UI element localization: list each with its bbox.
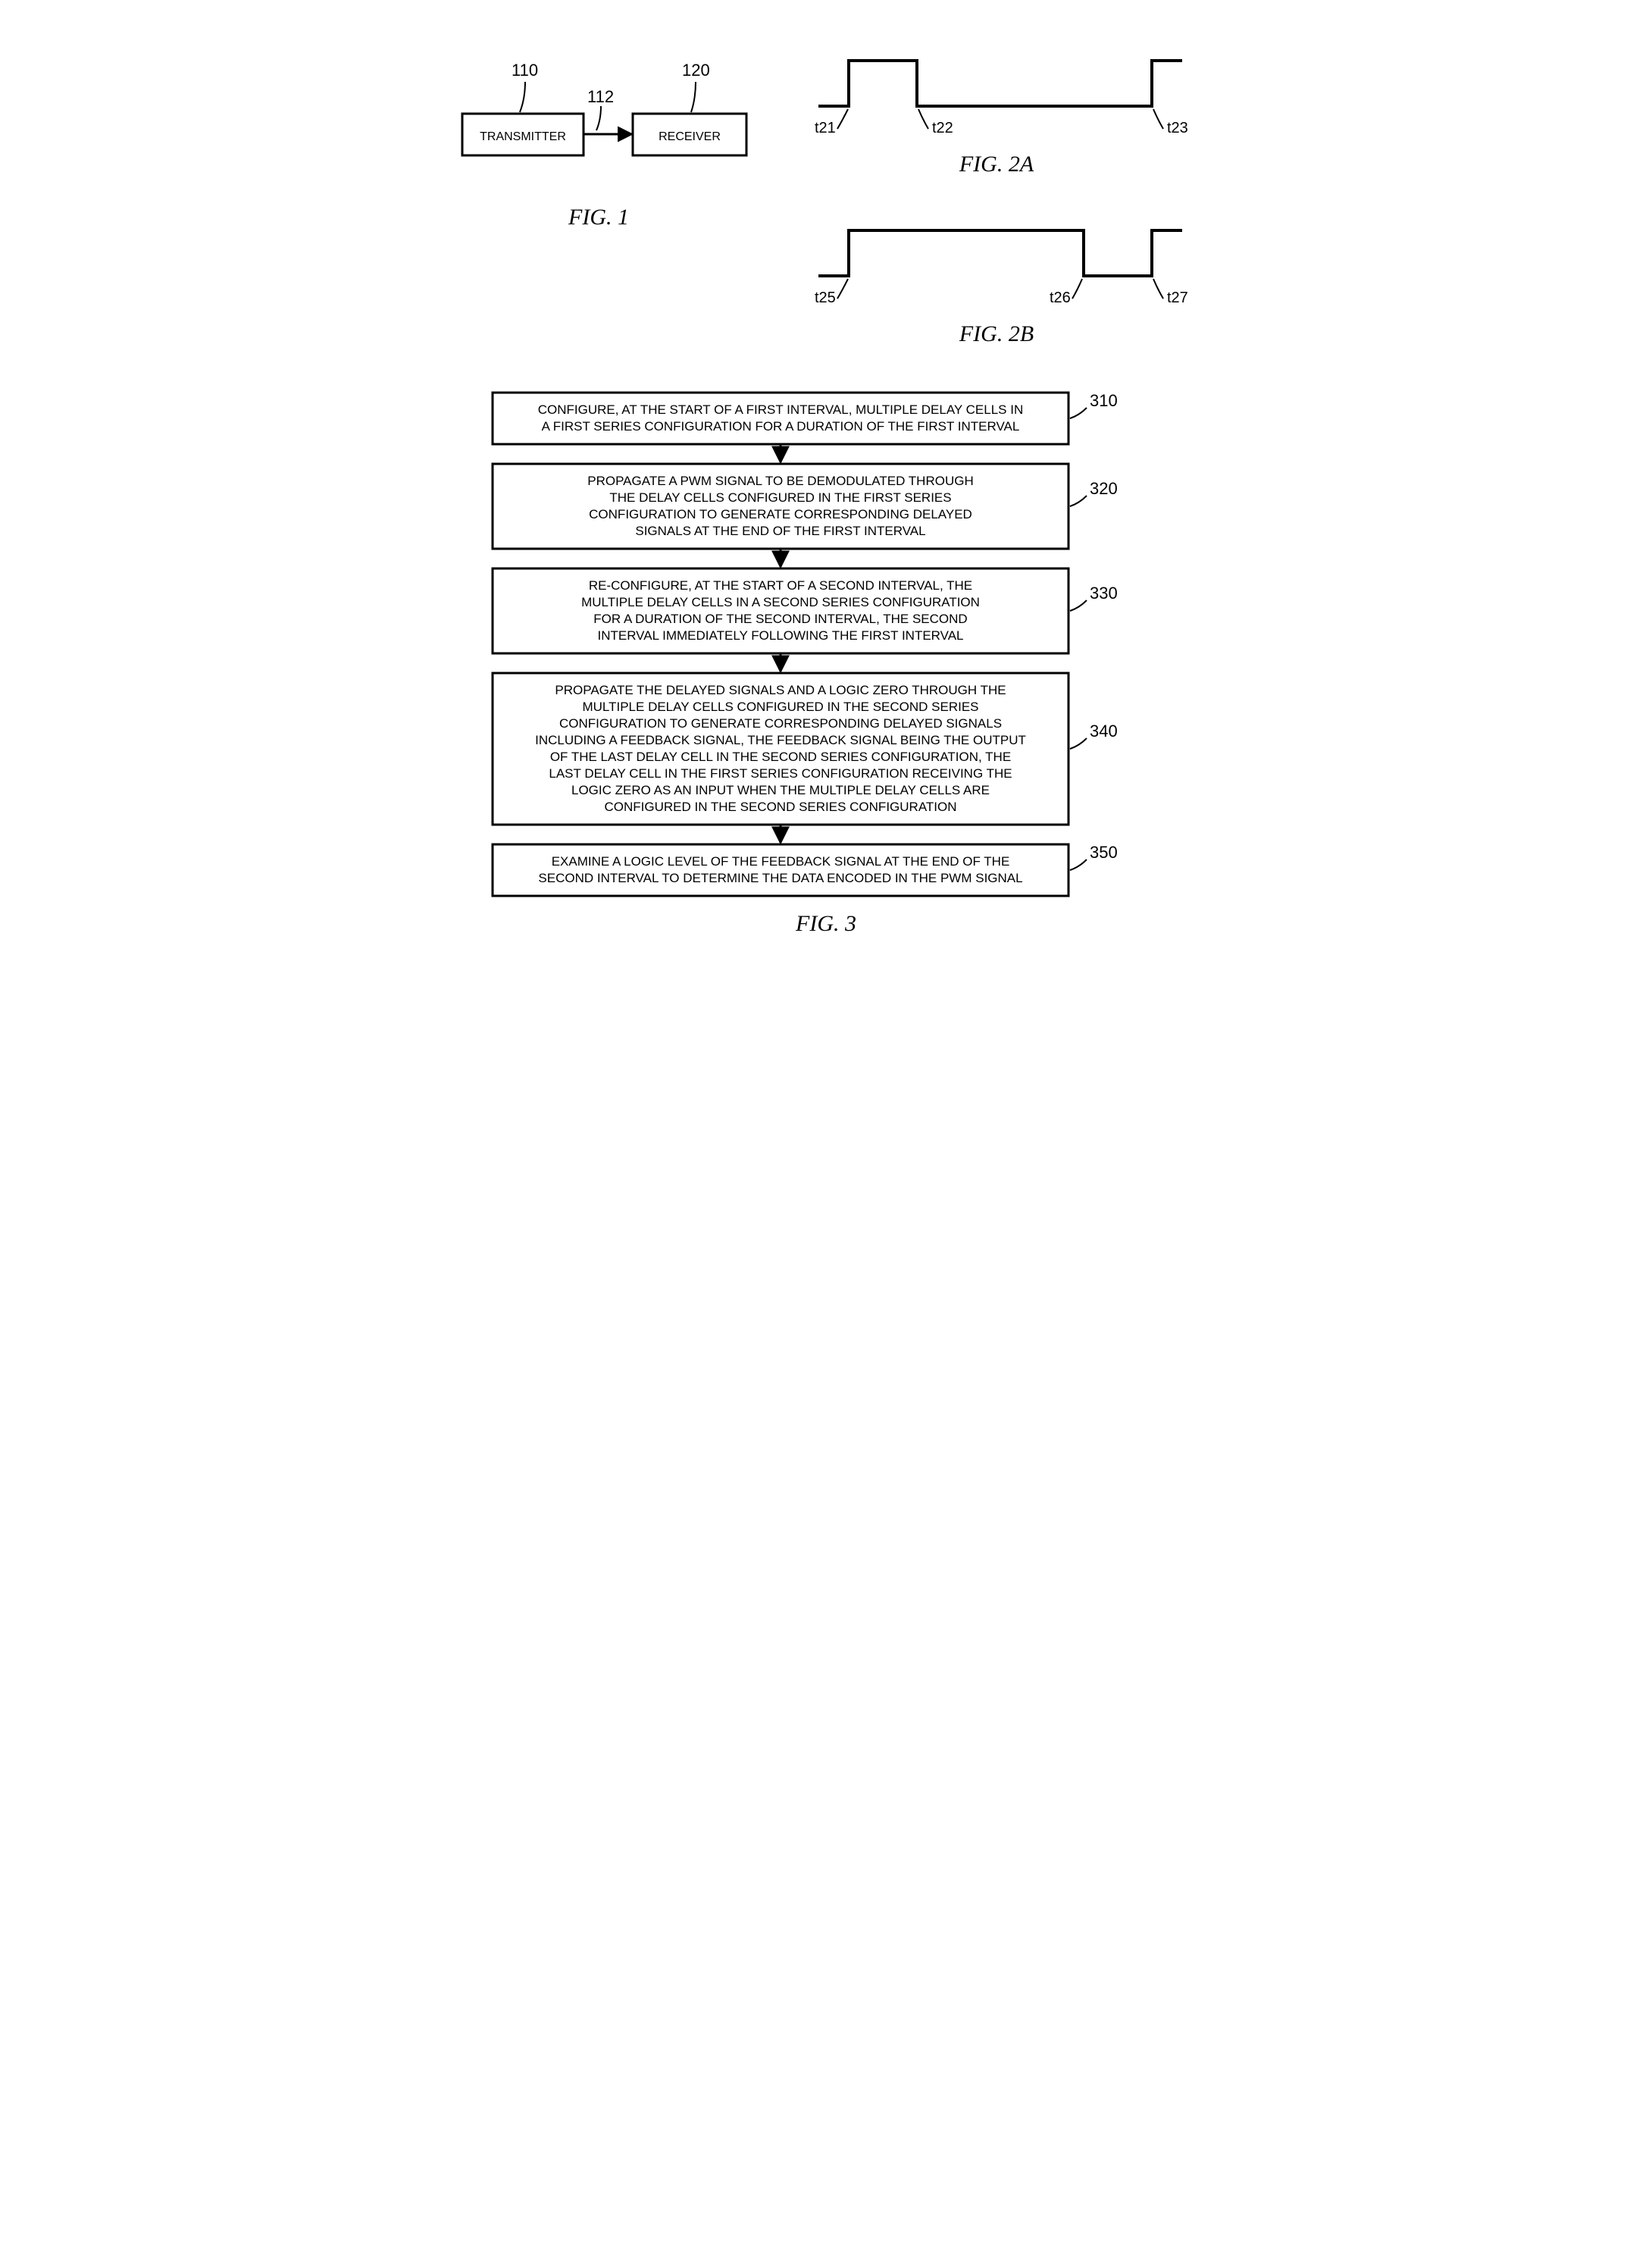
fig2a-svg: t21 t22 t23 <box>781 30 1205 152</box>
fig2a-label: FIG. 2A <box>781 152 1212 177</box>
t27-leader <box>1153 279 1163 299</box>
flow-step-320-line-0: PROPAGATE A PWM SIGNAL TO BE DEMODULATED… <box>587 474 973 488</box>
ref-120: 120 <box>682 61 710 80</box>
fig1-label: FIG. 1 <box>440 205 758 230</box>
flow-step-320-line-2: CONFIGURATION TO GENERATE CORRESPONDING … <box>589 507 972 521</box>
t21-leader <box>837 109 848 129</box>
ref-320-leader <box>1070 496 1087 506</box>
fig2b-svg: t25 t26 t27 <box>781 193 1205 321</box>
fig2b-label: FIG. 2B <box>781 321 1212 347</box>
ref-320: 320 <box>1090 479 1118 498</box>
fig1-container: TRANSMITTER RECEIVER 110 112 120 FIG. 1 <box>440 30 758 230</box>
transmitter-label: TRANSMITTER <box>480 130 566 143</box>
ref-330: 330 <box>1090 584 1118 603</box>
receiver-label: RECEIVER <box>659 130 721 143</box>
ref-310-leader <box>1070 408 1087 418</box>
ref-110: 110 <box>512 61 538 80</box>
fig3-label: FIG. 3 <box>440 911 1212 937</box>
fig3-svg: CONFIGURE, AT THE START OF A FIRST INTER… <box>440 385 1212 911</box>
ref-112: 112 <box>587 87 614 106</box>
fig2a-waveform <box>818 61 1182 106</box>
ref-340-leader <box>1070 738 1087 749</box>
flow-step-340-line-3: INCLUDING A FEEDBACK SIGNAL, THE FEEDBAC… <box>535 733 1026 747</box>
flow-step-350-line-1: SECOND INTERVAL TO DETERMINE THE DATA EN… <box>538 871 1022 885</box>
t21-label: t21 <box>815 120 836 136</box>
flow-step-340-line-6: LOGIC ZERO AS AN INPUT WHEN THE MULTIPLE… <box>571 783 990 797</box>
fig2-container: t21 t22 t23 FIG. 2A t25 t26 t27 FIG. 2B <box>781 30 1212 347</box>
flow-step-310-line-0: CONFIGURE, AT THE START OF A FIRST INTER… <box>538 402 1024 417</box>
flow-step-340-line-5: LAST DELAY CELL IN THE FIRST SERIES CONF… <box>549 766 1012 781</box>
ref-330-leader <box>1070 600 1087 611</box>
flow-step-350-line-0: EXAMINE A LOGIC LEVEL OF THE FEEDBACK SI… <box>552 854 1010 869</box>
ref-112-leader <box>596 106 601 130</box>
flow-step-340-line-0: PROPAGATE THE DELAYED SIGNALS AND A LOGI… <box>555 683 1006 697</box>
ref-350-leader <box>1070 860 1087 870</box>
ref-340: 340 <box>1090 722 1118 741</box>
fig3-container: CONFIGURE, AT THE START OF A FIRST INTER… <box>440 385 1212 937</box>
t23-label: t23 <box>1167 120 1188 136</box>
flow-step-310 <box>493 393 1068 444</box>
flow-step-320-line-1: THE DELAY CELLS CONFIGURED IN THE FIRST … <box>609 490 951 505</box>
fig1-svg: TRANSMITTER RECEIVER 110 112 120 <box>440 30 758 205</box>
t25-label: t25 <box>815 290 836 306</box>
ref-120-leader <box>691 82 696 112</box>
flow-step-330-line-2: FOR A DURATION OF THE SECOND INTERVAL, T… <box>593 612 967 626</box>
flow-step-340-line-7: CONFIGURED IN THE SECOND SERIES CONFIGUR… <box>604 800 956 814</box>
ref-110-leader <box>520 82 525 112</box>
t26-label: t26 <box>1050 290 1071 306</box>
flow-step-330-line-1: MULTIPLE DELAY CELLS IN A SECOND SERIES … <box>581 595 980 609</box>
t22-label: t22 <box>932 120 953 136</box>
flow-step-340-line-4: OF THE LAST DELAY CELL IN THE SECOND SER… <box>550 750 1011 764</box>
flow-step-320-line-3: SIGNALS AT THE END OF THE FIRST INTERVAL <box>635 524 925 538</box>
flow-step-310-line-1: A FIRST SERIES CONFIGURATION FOR A DURAT… <box>542 419 1020 434</box>
ref-350: 350 <box>1090 843 1118 862</box>
flow-step-340-line-2: CONFIGURATION TO GENERATE CORRESPONDING … <box>559 716 1002 731</box>
t22-leader <box>918 109 928 129</box>
t25-leader <box>837 279 848 299</box>
fig2b-waveform <box>818 230 1182 276</box>
t26-leader <box>1072 279 1082 299</box>
flow-step-340-line-1: MULTIPLE DELAY CELLS CONFIGURED IN THE S… <box>582 700 978 714</box>
flow-step-350 <box>493 844 1068 896</box>
flow-step-330-line-3: INTERVAL IMMEDIATELY FOLLOWING THE FIRST… <box>597 628 963 643</box>
ref-310: 310 <box>1090 391 1118 410</box>
flow-step-330-line-0: RE-CONFIGURE, AT THE START OF A SECOND I… <box>589 578 972 593</box>
t23-leader <box>1153 109 1163 129</box>
t27-label: t27 <box>1167 290 1188 306</box>
